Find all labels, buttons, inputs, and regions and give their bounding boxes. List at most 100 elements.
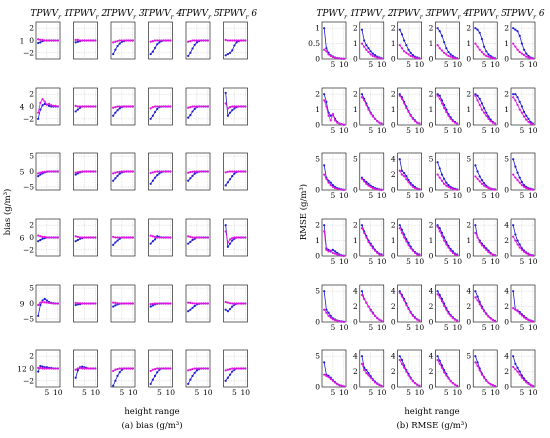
blue-point <box>365 44 368 47</box>
magenta-point <box>340 320 343 323</box>
x-tick-label: 10 <box>415 60 425 69</box>
magenta-point <box>224 230 227 233</box>
blue-point <box>151 304 154 307</box>
y-tick-label: 0 <box>429 121 434 130</box>
magenta-point <box>206 367 209 370</box>
blue-series-line <box>437 290 458 321</box>
magenta-point <box>125 236 128 239</box>
magenta-point <box>520 376 524 379</box>
magenta-point <box>416 383 419 386</box>
magenta-point <box>112 301 115 304</box>
blue-point <box>231 175 234 178</box>
magenta-point <box>78 236 82 239</box>
magenta-point <box>200 236 203 239</box>
magenta-point <box>114 236 117 239</box>
magenta-point <box>525 187 528 190</box>
magenta-point <box>226 241 229 244</box>
magenta-point <box>456 384 459 387</box>
magenta-point <box>56 39 59 42</box>
blue-point <box>438 227 441 230</box>
column-header-2: TPWVr 2 <box>68 9 108 21</box>
magenta-point <box>407 244 410 247</box>
magenta-point <box>149 40 152 43</box>
magenta-point <box>329 377 332 381</box>
blue-point <box>187 242 190 245</box>
magenta-point <box>403 366 406 369</box>
magenta-point <box>440 366 444 369</box>
subplot-r4-c6: 4 2 0 5 10 <box>504 218 538 266</box>
blue-point <box>514 165 517 168</box>
magenta-point <box>81 105 84 108</box>
blue-point <box>43 102 46 106</box>
blue-point <box>373 54 377 57</box>
magenta-point <box>338 122 341 125</box>
blue-point <box>151 179 154 182</box>
magenta-point <box>244 39 247 42</box>
blue-point <box>518 176 521 179</box>
blue-point <box>520 105 524 108</box>
blue-point <box>224 54 227 57</box>
magenta-point <box>231 170 234 173</box>
subplot-frame <box>359 284 385 323</box>
magenta-point <box>456 254 459 257</box>
magenta-point <box>476 99 479 102</box>
blue-point <box>74 110 77 113</box>
x-tick-label: 5 <box>482 191 487 200</box>
magenta-point <box>438 230 441 233</box>
magenta-point <box>405 178 408 181</box>
y-tick-label: 4 <box>391 352 396 361</box>
magenta-point <box>226 107 229 110</box>
magenta-point <box>331 113 335 116</box>
magenta-point <box>120 236 124 239</box>
magenta-point <box>443 182 446 185</box>
magenta-point <box>164 105 168 108</box>
magenta-point <box>202 105 205 108</box>
magenta-point <box>416 187 419 190</box>
y-tick-label: 5 <box>315 287 320 296</box>
subplot-r6-c3: 4 2 0 5 10 <box>391 349 424 397</box>
magenta-point <box>74 368 77 371</box>
blue-point <box>518 34 521 37</box>
blue-point <box>476 28 479 31</box>
x-tick-label: 10 <box>490 60 500 69</box>
magenta-point <box>197 236 201 239</box>
magenta-point <box>436 358 439 362</box>
magenta-point <box>74 301 77 304</box>
y-tick-label: 0 <box>504 55 509 64</box>
blue-point <box>525 52 528 55</box>
blue-point <box>367 182 370 185</box>
magenta-point <box>202 39 205 42</box>
magenta-series-line <box>323 374 344 387</box>
magenta-point <box>476 364 479 368</box>
magenta-point <box>380 385 383 388</box>
subplot-frame <box>397 218 422 257</box>
magenta-point <box>409 114 412 117</box>
magenta-point <box>527 253 530 256</box>
magenta-point <box>398 44 401 47</box>
blue-point <box>233 107 236 110</box>
subplot-r3-c6: 505 10 <box>504 152 538 200</box>
magenta-point <box>485 379 488 382</box>
blue-point <box>325 308 328 311</box>
magenta-point <box>418 188 421 191</box>
magenta-point <box>529 254 532 257</box>
magenta-point <box>518 108 521 111</box>
blue-point <box>440 34 444 37</box>
blue-point <box>116 44 119 48</box>
y-tick-label: 1 <box>353 105 358 114</box>
blue-point <box>235 41 238 44</box>
blue-point <box>226 376 229 379</box>
x-tick-label: 10 <box>377 191 387 200</box>
blue-point <box>149 52 152 56</box>
blue-point <box>323 93 326 96</box>
blue-point <box>403 39 406 42</box>
magenta-point <box>453 121 457 124</box>
magenta-point <box>52 302 55 305</box>
magenta-point <box>127 39 130 42</box>
magenta-point <box>162 302 165 305</box>
blue-point <box>74 303 77 307</box>
subplot-frame <box>435 87 460 126</box>
y-tick-label: 0 <box>315 252 320 261</box>
magenta-point <box>529 188 532 191</box>
y-tick-label: 2 <box>504 236 509 245</box>
